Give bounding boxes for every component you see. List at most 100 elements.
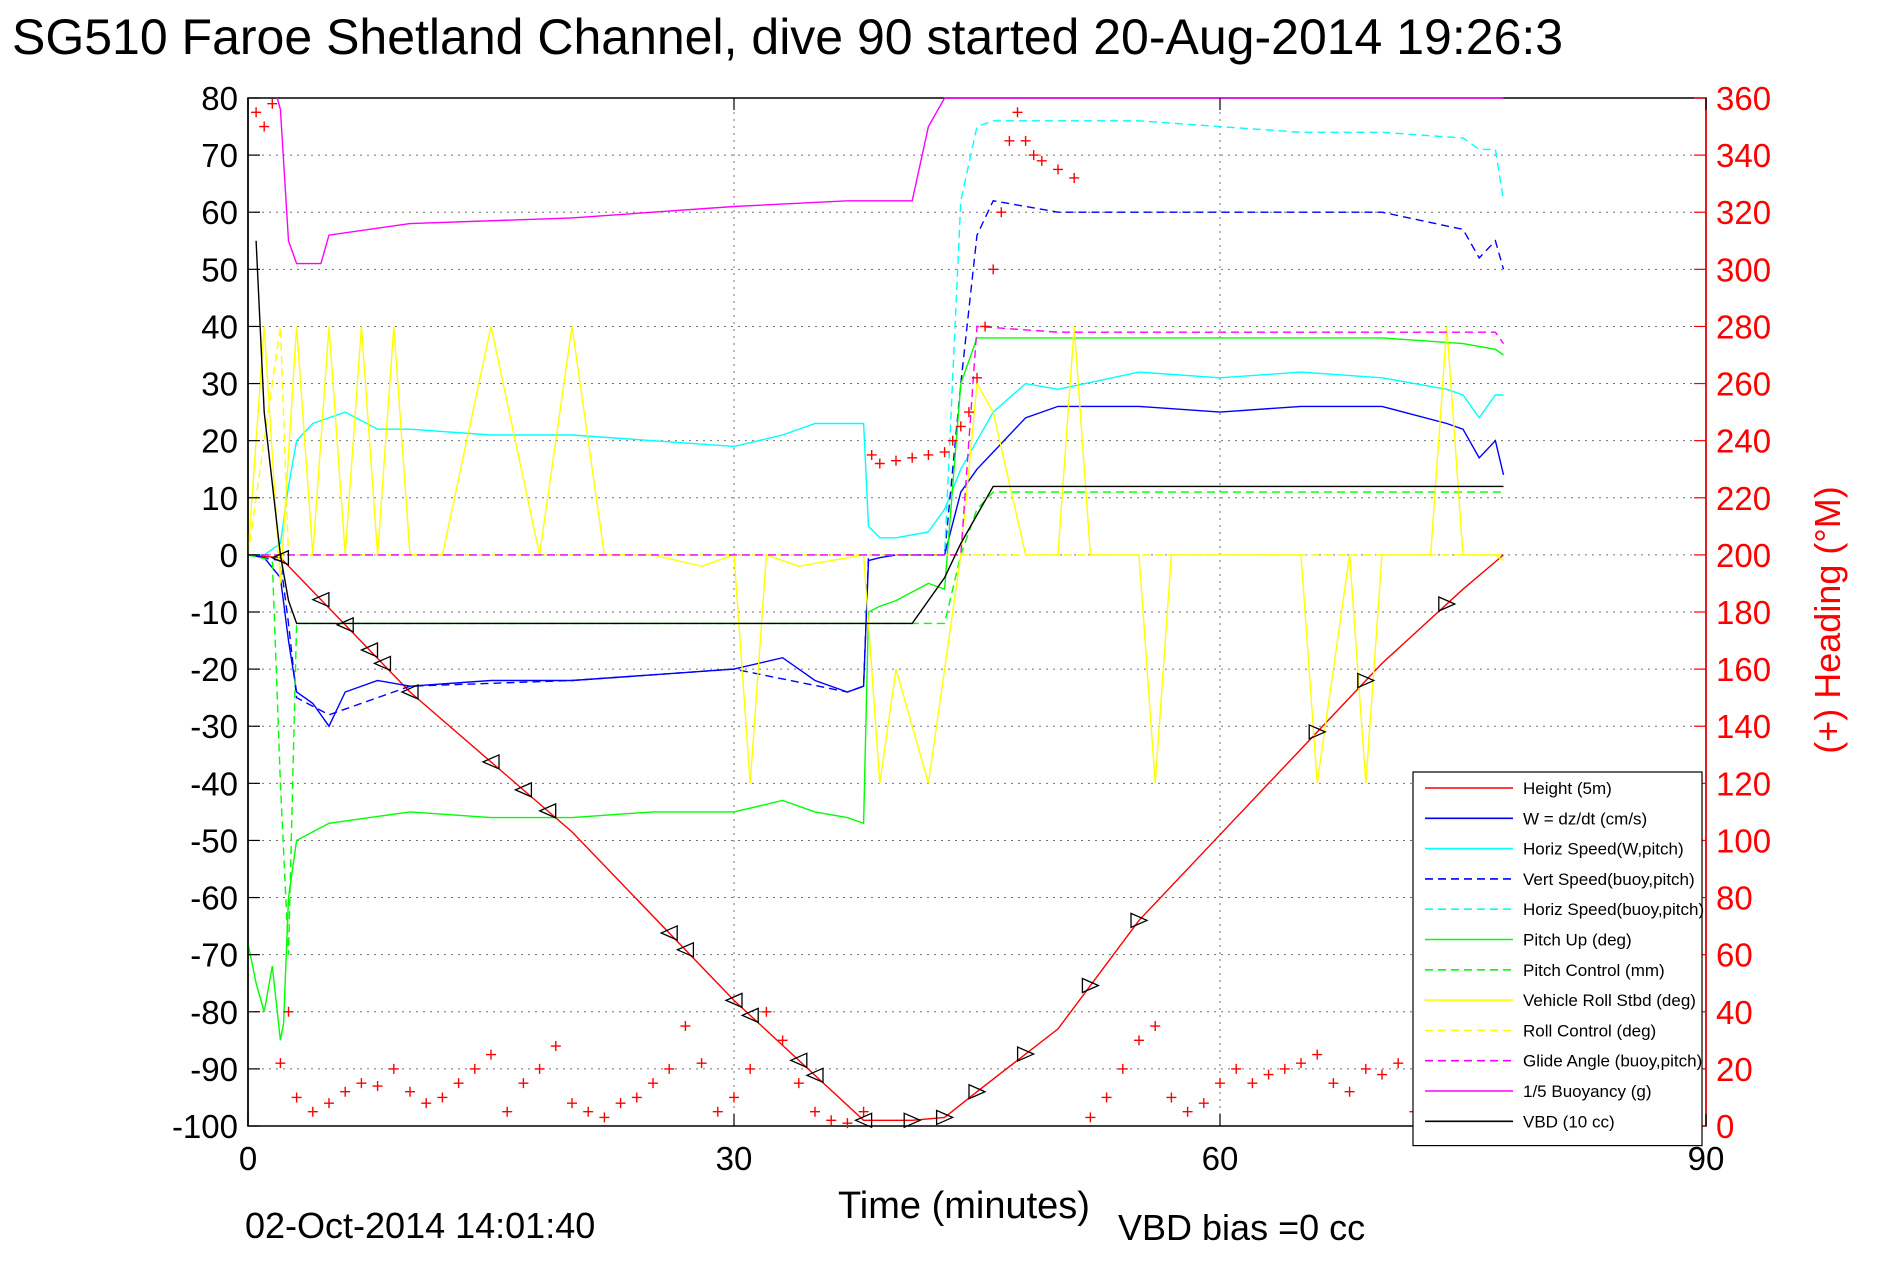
right-tick-labels: 3603403203002802602402202001801601401201… bbox=[1716, 80, 1771, 1145]
x-axis-label: Time (minutes) bbox=[838, 1185, 1090, 1227]
heading-marker-18 bbox=[502, 1106, 513, 1117]
heading-marker-29 bbox=[680, 1021, 691, 1032]
heading-marker-51 bbox=[980, 321, 991, 332]
right-tick-label-16: 40 bbox=[1716, 994, 1753, 1031]
x-tick-label-2: 60 bbox=[1202, 1140, 1239, 1177]
dive-sample-marker-3 bbox=[359, 642, 379, 659]
series-layer bbox=[247, 97, 1505, 1122]
heading-marker-60 bbox=[1069, 172, 1080, 183]
right-tick-label-8: 200 bbox=[1716, 537, 1771, 574]
right-tick-label-0: 360 bbox=[1716, 80, 1771, 117]
heading-marker-56 bbox=[1020, 135, 1031, 146]
heading-marker-16 bbox=[469, 1063, 480, 1074]
series-line-4 bbox=[248, 120, 1505, 556]
heading-marker-8 bbox=[340, 1086, 351, 1097]
heading-marker-48 bbox=[955, 421, 966, 432]
heading-marker-24 bbox=[599, 1112, 610, 1123]
dive-sample-marker-20 bbox=[1081, 977, 1101, 994]
heading-marker-32 bbox=[729, 1092, 739, 1103]
dive-sample-marker-21 bbox=[1130, 912, 1149, 929]
right-tick-label-15: 60 bbox=[1716, 937, 1753, 974]
heading-markers bbox=[251, 98, 1501, 1131]
dive-sample-markers bbox=[270, 549, 1457, 1129]
heading-marker-14 bbox=[437, 1092, 448, 1103]
legend-label-10: 1/5 Buoyancy (g) bbox=[1523, 1082, 1652, 1101]
dive-sample-marker-12 bbox=[740, 1007, 759, 1024]
dive-sample-marker-23 bbox=[1357, 672, 1376, 689]
left-tick-label-11: -30 bbox=[190, 708, 238, 745]
heading-marker-59 bbox=[1053, 164, 1063, 175]
heading-marker-74 bbox=[1296, 1058, 1306, 1069]
series-line-11 bbox=[255, 240, 1504, 625]
heading-marker-62 bbox=[1101, 1092, 1112, 1103]
right-tick-label-9: 180 bbox=[1716, 594, 1771, 631]
heading-marker-78 bbox=[1360, 1063, 1371, 1074]
heading-marker-69 bbox=[1215, 1078, 1225, 1089]
legend-label-6: Pitch Control (mm) bbox=[1523, 961, 1665, 980]
dive-sample-marker-8 bbox=[538, 802, 557, 819]
series-line-6 bbox=[247, 491, 1504, 955]
heading-marker-7 bbox=[324, 1098, 334, 1109]
heading-marker-12 bbox=[405, 1086, 415, 1097]
heading-marker-11 bbox=[388, 1063, 399, 1074]
left-tick-label-0: 80 bbox=[201, 80, 238, 117]
dive-sample-marker-17 bbox=[935, 1109, 955, 1126]
legend: Height (5m) W = dz/dt (cm/s) Horiz Speed(W… bbox=[1412, 771, 1704, 1147]
right-tick-label-5: 260 bbox=[1716, 366, 1771, 403]
heading-marker-37 bbox=[810, 1106, 820, 1117]
heading-marker-52 bbox=[988, 264, 999, 275]
heading-marker-50 bbox=[972, 372, 982, 383]
dive-sample-marker-10 bbox=[675, 941, 695, 958]
heading-marker-15 bbox=[453, 1078, 464, 1089]
dive-sample-marker-15 bbox=[853, 1112, 873, 1129]
left-tick-label-12: -40 bbox=[190, 765, 238, 802]
heading-marker-3 bbox=[275, 1058, 286, 1069]
heading-marker-43 bbox=[891, 455, 901, 466]
right-axis-label: (+) Heading (°M) bbox=[1807, 486, 1848, 753]
dive-sample-marker-13 bbox=[789, 1052, 808, 1069]
left-tick-label-1: 70 bbox=[201, 137, 238, 174]
legend-label-0: Height (5m) bbox=[1523, 779, 1612, 798]
heading-marker-77 bbox=[1344, 1086, 1355, 1097]
heading-marker-75 bbox=[1312, 1049, 1323, 1060]
heading-marker-6 bbox=[307, 1106, 318, 1117]
heading-marker-73 bbox=[1279, 1063, 1290, 1074]
left-tick-label-18: -100 bbox=[172, 1108, 238, 1145]
x-tick-label-1: 30 bbox=[716, 1140, 753, 1177]
chart-title: SG510 Faroe Shetland Channel, dive 90 st… bbox=[12, 9, 1563, 65]
right-tick-label-13: 100 bbox=[1716, 822, 1771, 859]
heading-marker-72 bbox=[1263, 1069, 1274, 1080]
dive-sample-marker-22 bbox=[1308, 723, 1327, 740]
heading-marker-64 bbox=[1134, 1035, 1144, 1046]
dive-sample-marker-2 bbox=[335, 616, 354, 633]
heading-marker-39 bbox=[842, 1118, 853, 1129]
heading-marker-68 bbox=[1198, 1098, 1209, 1109]
heading-marker-0 bbox=[251, 107, 262, 118]
left-tick-label-5: 30 bbox=[201, 366, 238, 403]
legend-box bbox=[1412, 771, 1703, 1147]
heading-marker-55 bbox=[1012, 107, 1023, 118]
series-line-9 bbox=[248, 325, 1505, 556]
right-tick-label-18: 0 bbox=[1716, 1108, 1734, 1145]
heading-marker-63 bbox=[1117, 1063, 1128, 1074]
heading-marker-36 bbox=[793, 1078, 804, 1089]
right-tick-label-12: 120 bbox=[1716, 765, 1771, 802]
heading-marker-41 bbox=[866, 449, 877, 460]
series-line-2 bbox=[248, 371, 1504, 556]
heading-marker-44 bbox=[907, 452, 918, 463]
left-tick-label-6: 20 bbox=[201, 423, 238, 460]
left-tick-label-17: -90 bbox=[190, 1051, 238, 1088]
heading-marker-9 bbox=[356, 1078, 367, 1089]
legend-label-2: Horiz Speed(W,pitch) bbox=[1523, 840, 1684, 859]
heading-marker-80 bbox=[1393, 1058, 1404, 1069]
dive-sample-marker-6 bbox=[481, 753, 500, 770]
right-tick-label-6: 240 bbox=[1716, 423, 1771, 460]
heading-marker-34 bbox=[761, 1006, 772, 1017]
left-tick-label-4: 40 bbox=[201, 308, 238, 345]
dive-sample-marker-11 bbox=[724, 992, 743, 1009]
left-tick-label-3: 50 bbox=[201, 251, 238, 288]
series-line-7 bbox=[247, 326, 1504, 784]
legend-label-1: W = dz/dt (cm/s) bbox=[1523, 809, 1647, 828]
heading-marker-10 bbox=[372, 1081, 383, 1092]
